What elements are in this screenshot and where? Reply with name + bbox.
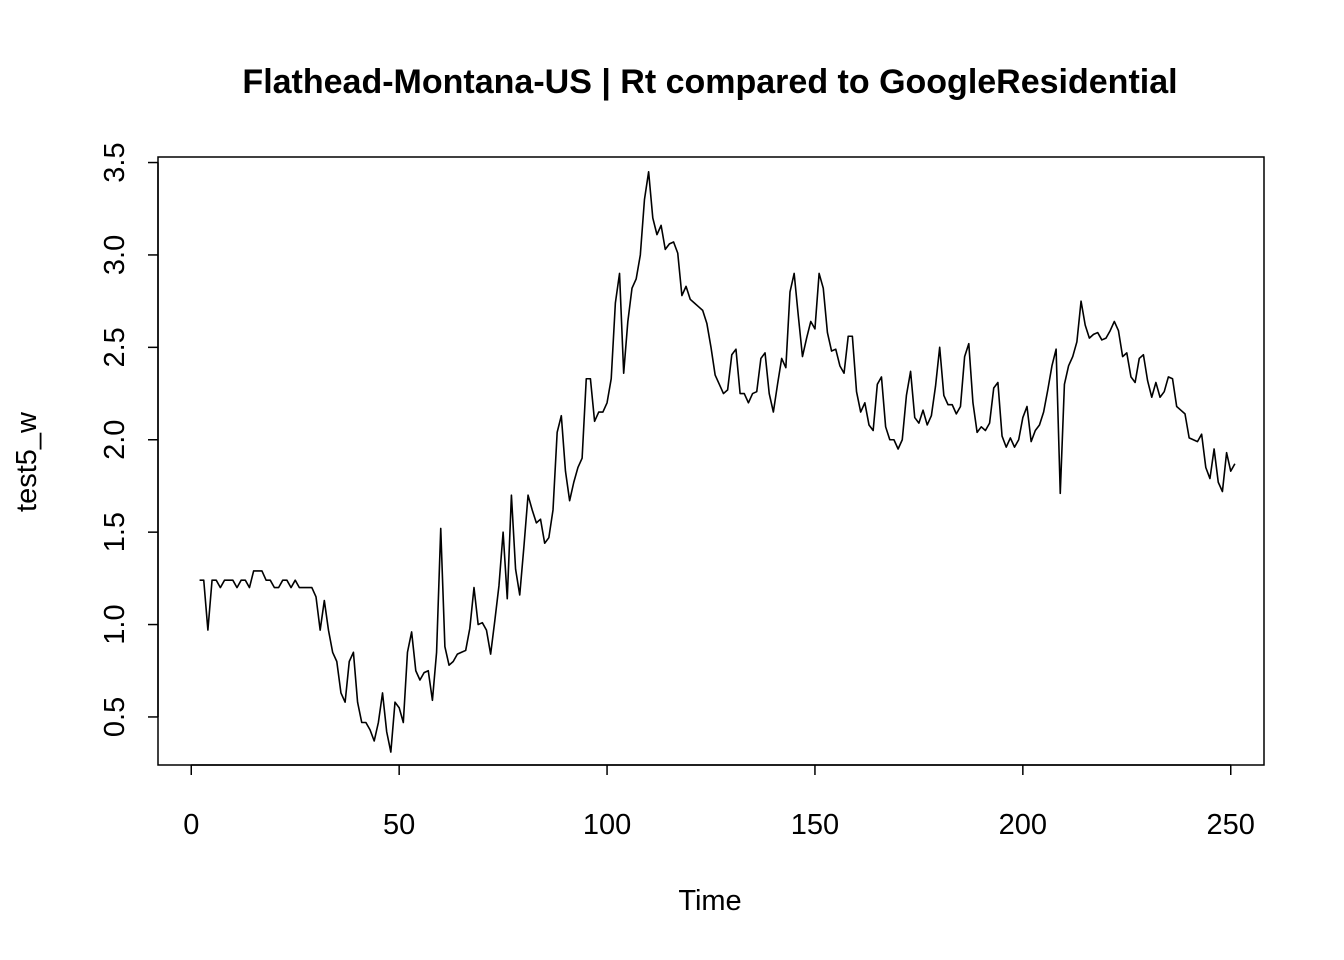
y-axis: 0.5 1.0 1.5 2.0 2.5 3.0 3.5 [99,142,159,737]
y-tick-label: 1.0 [99,604,131,644]
x-tick-label: 100 [583,809,631,841]
x-tick-label: 250 [1207,809,1255,841]
y-axis-label: test5_w [11,411,43,512]
y-tick-label: 3.5 [99,142,131,182]
x-axis-label: Time [678,885,741,917]
plot-frame [157,156,1265,766]
y-tick-label: 3.0 [99,235,131,275]
x-tick-label: 0 [183,809,199,841]
x-tick-label: 150 [791,809,839,841]
y-tick-label: 2.0 [99,420,131,460]
x-tick-label: 50 [383,809,415,841]
chart-title: Flathead-Montana-US | Rt compared to Goo… [242,63,1177,101]
y-tick-label: 0.5 [99,697,131,737]
y-tick-label: 2.5 [99,327,131,367]
y-tick-label: 1.5 [99,512,131,552]
series-group [199,170,1236,753]
x-axis: 0 50 100 150 200 250 [183,764,1255,841]
series-line-test5_w [199,170,1236,753]
x-tick-label: 200 [999,809,1047,841]
